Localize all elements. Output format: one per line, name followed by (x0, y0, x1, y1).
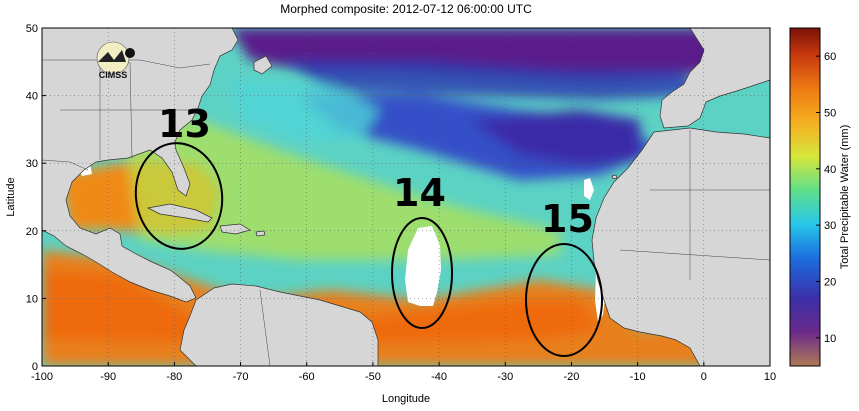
x-tick-label: -60 (299, 371, 315, 383)
land-canary-islands (611, 174, 618, 180)
x-tick-label: -40 (431, 371, 447, 383)
x-tick-label: -80 (166, 371, 182, 383)
land-africa (591, 127, 770, 366)
storm-14-ellipse (391, 217, 453, 329)
y-tick-label: 10 (26, 293, 38, 305)
storm-13-ellipse (134, 142, 224, 250)
y-tick-label: 20 (26, 226, 38, 238)
y-tick-label: 30 (26, 158, 38, 170)
land-south-america (179, 283, 379, 366)
y-tick-label: 50 (26, 23, 38, 35)
gridlines (42, 28, 770, 366)
land-newfoundland (253, 55, 273, 75)
y-axis-label: Latitude (5, 177, 17, 216)
x-tick-label: -90 (100, 371, 116, 383)
colorbar-label: Total Precipitable Water (mm) (839, 125, 851, 269)
logo-sun (96, 41, 130, 75)
storm-14-label: 14 (393, 171, 446, 215)
colorbar-tick-label: 20 (824, 277, 836, 289)
land-puerto-rico (255, 230, 266, 237)
y-tick-label: 40 (26, 91, 38, 103)
x-axis-ticks: -100 -90 -80 -70 -60 -50 -40 -30 -20 -10 0 10 (31, 362, 776, 383)
x-tick-label: -30 (497, 371, 513, 383)
x-tick-label: -20 (564, 371, 580, 383)
storm-15-ellipse (525, 243, 603, 357)
orange-band-highlight (42, 270, 600, 345)
x-tick-label: -100 (31, 371, 53, 383)
y-tick-label: 0 (32, 361, 38, 373)
storm-annotations (134, 142, 603, 357)
y-axis-ticks: 0 10 20 30 40 50 (26, 23, 46, 373)
border-us-canada (42, 59, 211, 69)
x-tick-label: 10 (764, 371, 776, 383)
cimss-logo: CIMSS (96, 41, 135, 80)
x-tick-label: 0 (701, 371, 707, 383)
green-transition (120, 110, 560, 260)
border-africa-3 (619, 249, 770, 261)
storm-13-label: 13 (158, 102, 211, 146)
colorbar (789, 27, 821, 367)
borders (42, 59, 770, 366)
no-data-coast-east (584, 178, 594, 200)
no-data-storm-14 (405, 226, 441, 306)
map-area (42, 28, 770, 366)
colorbar-tick-label: 40 (824, 164, 836, 176)
logo-dot (125, 48, 135, 58)
border-us-mexico (42, 159, 89, 171)
land-hispaniola (219, 223, 251, 235)
x-tick-label: -10 (630, 371, 646, 383)
colorbar-tick-label: 10 (824, 333, 836, 345)
x-axis-label: Longitude (382, 393, 430, 405)
no-data-regions (78, 164, 606, 322)
colorbar-tick-label: 60 (824, 51, 836, 63)
land-north-america (42, 28, 239, 303)
land (42, 28, 770, 366)
moisture-field (42, 28, 770, 366)
x-tick-label: -50 (365, 371, 381, 383)
moist-mid-atlantic (230, 80, 380, 140)
dry-north-transition (280, 60, 700, 100)
logo-mark (98, 50, 126, 62)
map-frame (41, 27, 771, 367)
colorbar-tick-label: 30 (824, 220, 836, 232)
land-europe (659, 28, 770, 129)
x-tick-label: -70 (233, 371, 249, 383)
very-dry-band (470, 110, 640, 165)
logo-text: CIMSS (99, 70, 128, 80)
colorbar-ticks: 10 20 30 40 50 60 (816, 51, 836, 345)
storm-15-label: 15 (541, 197, 594, 241)
plot-title: Morphed composite: 2012-07-12 06:00:00 U… (280, 2, 532, 16)
colorbar-tick-label: 50 (824, 108, 836, 120)
border-south-america (259, 289, 271, 366)
